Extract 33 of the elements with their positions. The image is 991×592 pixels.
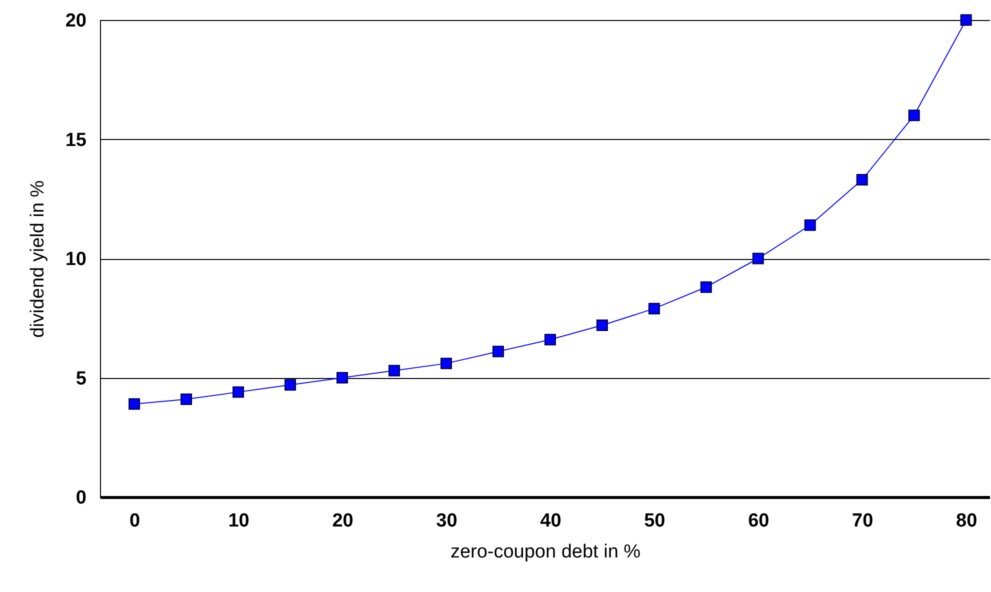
y-tick-label: 10 bbox=[65, 249, 86, 270]
y-tick-label: 15 bbox=[65, 130, 87, 151]
point bbox=[856, 174, 868, 186]
x-tick-label: 40 bbox=[540, 510, 562, 532]
point bbox=[388, 364, 400, 376]
point bbox=[804, 219, 816, 231]
x-tick-label: 30 bbox=[436, 510, 458, 532]
x-axis-title: zero-coupon debt in % bbox=[450, 542, 641, 562]
x-tick-label: 10 bbox=[228, 510, 250, 532]
point bbox=[232, 386, 244, 398]
point bbox=[700, 281, 712, 293]
point bbox=[180, 393, 192, 405]
point bbox=[908, 110, 920, 122]
x-tick-label: 60 bbox=[748, 510, 770, 532]
y-tick-label: 5 bbox=[76, 368, 87, 390]
point bbox=[336, 372, 348, 384]
point bbox=[648, 302, 660, 314]
x-tick-label: 20 bbox=[332, 510, 354, 532]
y-axis-title: dividend yield in % bbox=[27, 180, 48, 338]
point bbox=[128, 398, 140, 410]
x-tick-label: 70 bbox=[852, 510, 874, 532]
x-tick-label: 50 bbox=[644, 510, 666, 532]
point bbox=[492, 346, 504, 358]
y-tick-label: 20 bbox=[65, 10, 86, 32]
x-tick-label: 80 bbox=[956, 510, 978, 532]
point bbox=[752, 252, 764, 264]
x-tick-label: 0 bbox=[130, 510, 140, 532]
point bbox=[440, 358, 452, 370]
point bbox=[284, 379, 296, 391]
point bbox=[960, 14, 972, 26]
y-tick-label: 0 bbox=[76, 488, 86, 508]
point bbox=[544, 334, 556, 346]
point bbox=[596, 320, 608, 332]
